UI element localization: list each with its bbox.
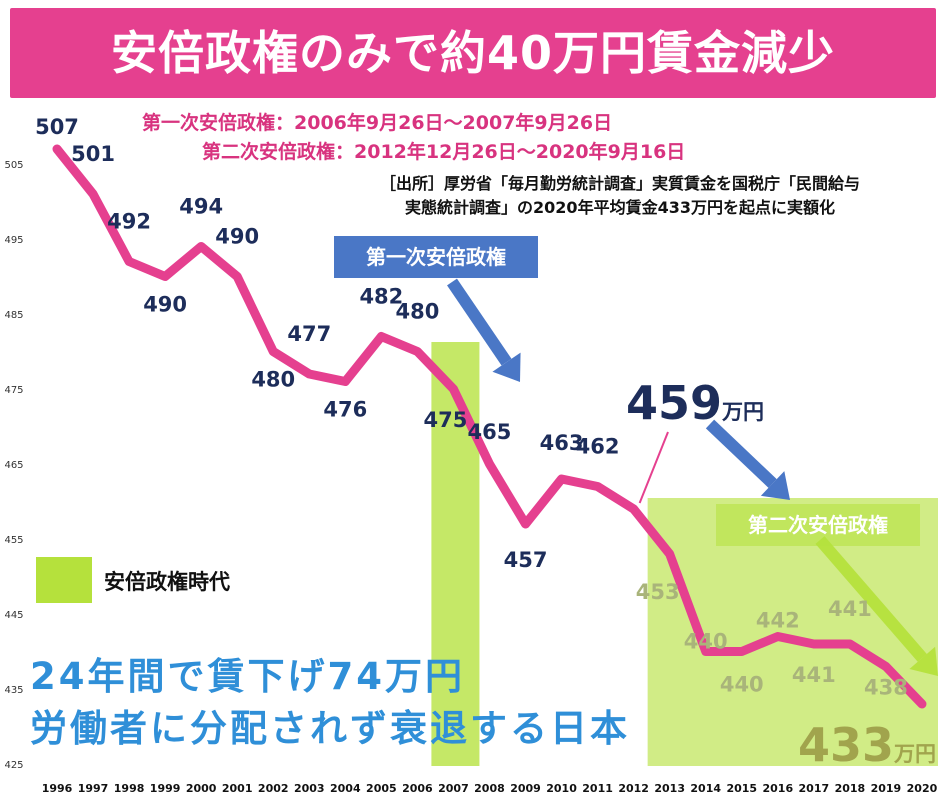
x-tick-label: 2016 bbox=[762, 782, 793, 795]
y-tick-label: 435 bbox=[4, 685, 23, 696]
message-line-2: 労働者に分配されず衰退する日本 bbox=[30, 707, 630, 750]
highlight-433-unit: 万円 bbox=[894, 742, 937, 766]
y-tick-label: 455 bbox=[4, 535, 23, 546]
data-label: 453 bbox=[636, 580, 680, 604]
highlight-433: 433万円 bbox=[798, 718, 936, 772]
highlight-433-value: 433 bbox=[798, 718, 895, 772]
x-tick-label: 2014 bbox=[690, 782, 721, 795]
x-tick-label: 2018 bbox=[835, 782, 866, 795]
x-tick-label: 1997 bbox=[78, 782, 109, 795]
x-tick-label: 1998 bbox=[114, 782, 145, 795]
data-label: 438 bbox=[864, 676, 908, 700]
y-tick-label: 505 bbox=[4, 160, 23, 171]
chart-title: 安倍政権のみで約40万円賃金減少 bbox=[110, 26, 835, 80]
y-tick-label: 485 bbox=[4, 310, 23, 321]
source-line-2: 実態統計調査」の2020年平均賃金433万円を起点に実額化 bbox=[405, 198, 835, 217]
x-tick-label: 2007 bbox=[438, 782, 469, 795]
data-label: 482 bbox=[359, 285, 403, 309]
data-label: 440 bbox=[684, 630, 728, 654]
data-label: 490 bbox=[215, 225, 259, 249]
data-label: 440 bbox=[720, 673, 764, 697]
x-tick-label: 2010 bbox=[546, 782, 577, 795]
data-label: 442 bbox=[756, 609, 800, 633]
y-tick-label: 495 bbox=[4, 235, 23, 246]
data-label: 480 bbox=[251, 368, 295, 392]
x-tick-label: 2006 bbox=[402, 782, 433, 795]
x-tick-label: 2004 bbox=[330, 782, 361, 795]
x-tick-label: 2002 bbox=[258, 782, 289, 795]
x-tick-label: 2020 bbox=[907, 782, 938, 795]
x-tick-label: 2000 bbox=[186, 782, 217, 795]
x-tick-label: 2011 bbox=[582, 782, 613, 795]
first-abe-era-tag: 第一次安倍政権 bbox=[334, 236, 538, 278]
data-label: 492 bbox=[107, 210, 151, 234]
data-label: 494 bbox=[179, 195, 223, 219]
y-tick-label: 425 bbox=[4, 760, 23, 771]
series-line bbox=[52, 144, 927, 709]
x-tick-label: 2017 bbox=[799, 782, 830, 795]
shaded-period-1 bbox=[431, 342, 480, 766]
data-label: 457 bbox=[504, 548, 548, 572]
x-tick-label: 2019 bbox=[871, 782, 902, 795]
data-label: 441 bbox=[792, 663, 836, 687]
x-tick-label: 2008 bbox=[474, 782, 505, 795]
callout-line-459 bbox=[638, 431, 669, 504]
data-label: 501 bbox=[71, 142, 115, 166]
x-tick-label: 2009 bbox=[510, 782, 541, 795]
highlight-459-value: 459 bbox=[626, 376, 723, 430]
highlight-459-unit: 万円 bbox=[722, 400, 765, 424]
y-tick-label: 475 bbox=[4, 385, 23, 396]
data-label: 477 bbox=[287, 322, 331, 346]
x-tick-label: 2015 bbox=[726, 782, 757, 795]
x-tick-label: 1996 bbox=[42, 782, 73, 795]
data-label: 463 bbox=[540, 431, 584, 455]
title-banner: 安倍政権のみで約40万円賃金減少 bbox=[10, 8, 936, 98]
second-era-arrow-upper bbox=[705, 419, 790, 500]
data-label: 441 bbox=[828, 597, 872, 621]
source-line-1: ［出所］厚労省「毎月勤労統計調査」実質賃金を国税庁「民間給与 bbox=[379, 174, 860, 193]
data-label: 480 bbox=[395, 300, 439, 324]
first-era-arrow bbox=[447, 278, 521, 382]
x-tick-label: 2001 bbox=[222, 782, 253, 795]
x-tick-label: 2013 bbox=[654, 782, 685, 795]
data-label: 507 bbox=[35, 115, 79, 139]
highlight-459: 459万円 bbox=[626, 376, 764, 430]
x-tick-label: 2005 bbox=[366, 782, 397, 795]
data-label: 465 bbox=[468, 420, 512, 444]
second-abe-period-note: 第二次安倍政権：2012年12月26日～2020年9月16日 bbox=[202, 141, 686, 163]
source-note: ［出所］厚労省「毎月勤労統計調査」実質賃金を国税庁「民間給与 実態統計調査」の2… bbox=[300, 172, 940, 220]
x-tick-label: 1999 bbox=[150, 782, 181, 795]
data-label: 475 bbox=[424, 408, 468, 432]
first-abe-period-note: 第一次安倍政権：2006年9月26日～2007年9月26日 bbox=[142, 112, 613, 134]
data-label: 476 bbox=[323, 398, 367, 422]
message-line-1: 24年間で賃下げ74万円 bbox=[30, 655, 465, 698]
second-era-arrow-lower bbox=[815, 536, 938, 676]
y-tick-label: 465 bbox=[4, 460, 23, 471]
data-label: 490 bbox=[143, 293, 187, 317]
x-tick-label: 2003 bbox=[294, 782, 325, 795]
y-tick-label: 445 bbox=[4, 610, 23, 621]
legend-swatch bbox=[36, 557, 92, 603]
data-label: 462 bbox=[576, 435, 620, 459]
second-abe-era-tag: 第二次安倍政権 bbox=[716, 504, 920, 546]
legend-label: 安倍政権時代 bbox=[104, 570, 230, 594]
x-tick-label: 2012 bbox=[618, 782, 649, 795]
